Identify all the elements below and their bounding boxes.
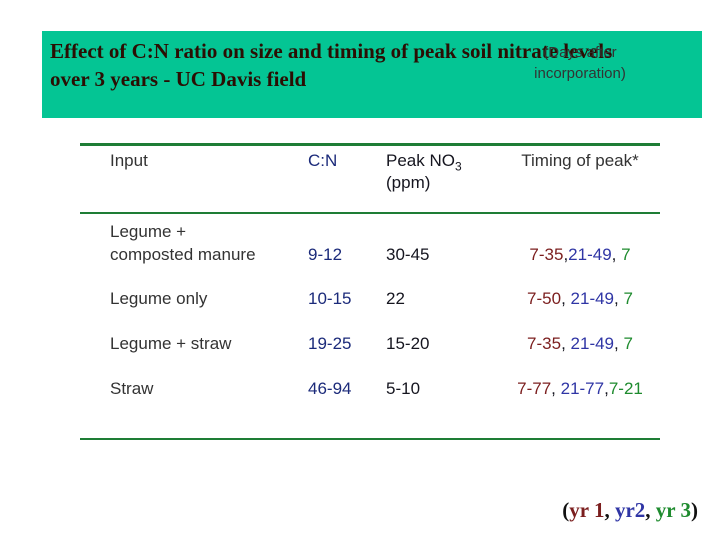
- row3-cn-value: 19-25: [308, 334, 352, 353]
- row1-timing-yr3: 7: [621, 245, 631, 264]
- row3-timing-yr3: 7: [623, 334, 633, 353]
- row4-timing-yr2: 21-77: [560, 379, 605, 398]
- column-header-input: Input: [110, 151, 148, 170]
- row4-timing-sep1: ,: [551, 379, 561, 398]
- row3-input: Legume + straw: [110, 334, 232, 353]
- peak-subscript: 3: [454, 159, 462, 174]
- row1-input-line2: composted manure: [110, 245, 256, 264]
- row3-timing-yr1: 7-35: [527, 334, 562, 353]
- column-header-peak-unit: (ppm): [386, 173, 431, 192]
- row2-timing-sep1: ,: [561, 289, 571, 308]
- column-header-timing-sub: (Days after incorporation): [495, 0, 665, 126]
- table-rule-top: [80, 143, 660, 146]
- title-banner: Effect of C:N ratio on size and timing o…: [42, 31, 702, 118]
- slide-title-line2: over 3 years - UC Davis field: [50, 67, 307, 91]
- row4-timing-yr3: 7-21: [608, 379, 643, 398]
- row3-peak-value: 15-20: [386, 334, 430, 353]
- row3-timing-yr2: 21-49: [570, 334, 615, 353]
- row2-timing-sep2: ,: [614, 289, 624, 308]
- year-legend: (yr 1, yr2, yr 3): [562, 498, 698, 523]
- column-header-cn: C:N: [308, 151, 338, 170]
- row2-timing-yr1: 7-50: [527, 289, 562, 308]
- row1-input-line1: Legume +: [110, 222, 187, 241]
- legend-comma2: ,: [645, 498, 656, 522]
- legend-yr2: yr2: [614, 498, 646, 522]
- row2-input: Legume only: [110, 289, 208, 308]
- row1-timing-sep1: ,: [563, 245, 569, 264]
- legend-close-paren: ): [691, 498, 698, 522]
- row4-input: Straw: [110, 379, 154, 398]
- timing-subheader-text: (Days after incorporation): [534, 44, 626, 82]
- row1-timing-yr1: 7-35: [529, 245, 564, 264]
- column-header-timing: Timing of peak*: [521, 151, 639, 170]
- legend-yr1: yr 1: [569, 498, 605, 522]
- row3-timing-sep2: ,: [614, 334, 624, 353]
- row4-timing-value: 7-77, 21-77,7-21: [495, 377, 665, 400]
- row3-timing-sep1: ,: [561, 334, 571, 353]
- row2-timing-yr2: 21-49: [570, 289, 615, 308]
- row1-peak-value: 30-45: [386, 245, 430, 264]
- row4-cn-value: 46-94: [308, 379, 352, 398]
- row4-timing-sep2: ,: [604, 379, 609, 398]
- legend-open-paren: (: [562, 498, 570, 522]
- row2-timing-value: 7-50, 21-49, 7: [495, 287, 665, 310]
- row2-peak-value: 22: [386, 289, 405, 308]
- row2-timing-yr3: 7: [623, 289, 633, 308]
- legend-comma1: ,: [604, 498, 615, 522]
- peak-label: Peak NO: [386, 151, 455, 170]
- row1-timing-sep2: ,: [611, 245, 622, 264]
- row1-timing-value: 7-35,21-49, 7: [495, 243, 665, 266]
- table-rule-header-underline: [80, 212, 660, 214]
- slide-title-line1: Effect of C:N ratio on size and timing o…: [50, 39, 613, 63]
- legend-yr3: yr 3: [655, 498, 691, 522]
- row4-peak-value: 5-10: [386, 379, 421, 398]
- row2-cn-value: 10-15: [308, 289, 352, 308]
- table-rule-bottom: [80, 438, 660, 440]
- row4-timing-yr1: 7-77: [517, 379, 552, 398]
- row3-timing-value: 7-35, 21-49, 7: [495, 332, 665, 355]
- column-header-peak: Peak NO3: [386, 149, 462, 178]
- row1-cn-value: 9-12: [308, 245, 343, 264]
- row1-timing-yr2: 21-49: [568, 245, 612, 264]
